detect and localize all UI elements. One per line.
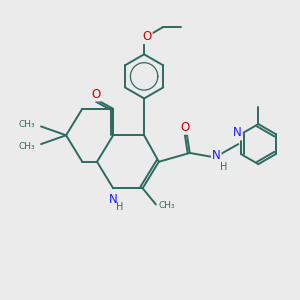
Text: CH₃: CH₃	[18, 120, 34, 129]
Text: N: N	[233, 126, 242, 140]
Text: O: O	[91, 88, 100, 100]
Text: N: N	[212, 148, 220, 161]
Text: CH₃: CH₃	[159, 201, 176, 210]
Text: H: H	[220, 162, 227, 172]
Text: O: O	[181, 121, 190, 134]
Text: N: N	[109, 193, 118, 206]
Text: H: H	[116, 202, 123, 212]
Text: O: O	[142, 30, 152, 43]
Text: CH₃: CH₃	[18, 142, 34, 151]
